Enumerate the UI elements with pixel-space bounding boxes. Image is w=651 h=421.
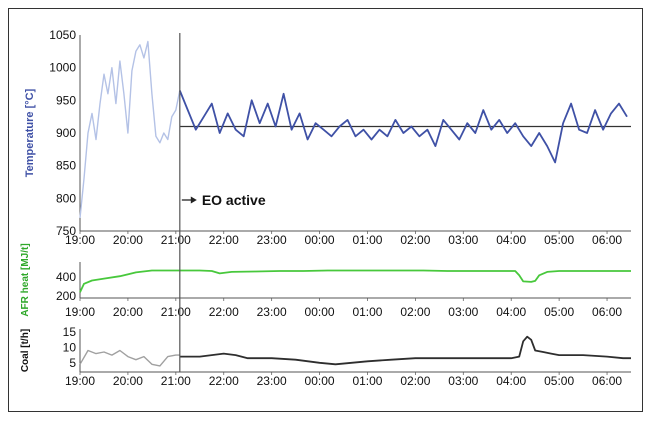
temperature-y-tick-label: 1050 xyxy=(49,28,76,42)
afr-heat-x-tick-label: 19:00 xyxy=(65,305,95,319)
temperature-x-tick-label: 02:00 xyxy=(400,233,430,247)
coal-x-tick-label: 06:00 xyxy=(592,374,622,388)
afr-heat-y-tick-label: 200 xyxy=(56,289,76,303)
coal-x-tick-label: 03:00 xyxy=(448,374,478,388)
temperature-x-tick-label: 05:00 xyxy=(544,233,574,247)
coal-x-tick-label: 01:00 xyxy=(352,374,382,388)
coal-x-tick-label: 20:00 xyxy=(113,374,143,388)
afr-heat-x-tick-label: 21:00 xyxy=(161,305,191,319)
eo-active-label: EO active xyxy=(202,192,266,208)
afr-heat-x-tick-label: 04:00 xyxy=(496,305,526,319)
coal-y-tick-label: 15 xyxy=(63,325,77,339)
coal-x-tick-label: 04:00 xyxy=(496,374,526,388)
temperature-y-tick-label: 1000 xyxy=(49,61,76,75)
afr-heat-x-tick-label: 06:00 xyxy=(592,305,622,319)
temperature-x-tick-label: 19:00 xyxy=(65,233,95,247)
afr-heat-x-tick-label: 01:00 xyxy=(352,305,382,319)
temperature-x-tick-label: 01:00 xyxy=(352,233,382,247)
figure-border xyxy=(9,9,643,412)
coal-x-tick-label: 00:00 xyxy=(305,374,335,388)
temperature-x-tick-label: 04:00 xyxy=(496,233,526,247)
temperature-y-tick-label: 950 xyxy=(56,93,76,107)
temperature-x-tick-label: 21:00 xyxy=(161,233,191,247)
temperature-y-tick-label: 850 xyxy=(56,159,76,173)
temperature-x-tick-label: 23:00 xyxy=(257,233,287,247)
temperature-x-tick-label: 20:00 xyxy=(113,233,143,247)
coal-x-tick-label: 22:00 xyxy=(209,374,239,388)
coal-axis-label: Coal [t/h] xyxy=(20,329,31,372)
temperature-x-tick-label: 06:00 xyxy=(592,233,622,247)
coal-x-tick-label: 23:00 xyxy=(257,374,287,388)
afr-heat-x-tick-label: 20:00 xyxy=(113,305,143,319)
temperature-y-tick-label: 900 xyxy=(56,126,76,140)
afr-heat-x-tick-label: 23:00 xyxy=(257,305,287,319)
coal-x-tick-label: 02:00 xyxy=(400,374,430,388)
afr-heat-axis-label: AFR heat [MJ/t] xyxy=(20,243,31,316)
temperature-x-tick-label: 00:00 xyxy=(305,233,335,247)
afr-heat-x-tick-label: 03:00 xyxy=(448,305,478,319)
coal-x-tick-label: 19:00 xyxy=(65,374,95,388)
coal-y-tick-label: 10 xyxy=(63,340,77,354)
afr-heat-x-tick-label: 02:00 xyxy=(400,305,430,319)
temperature-y-tick-label: 800 xyxy=(56,191,76,205)
coal-x-tick-label: 21:00 xyxy=(161,374,191,388)
temperature-x-tick-label: 03:00 xyxy=(448,233,478,247)
temperature-x-tick-label: 22:00 xyxy=(209,233,239,247)
afr-heat-y-tick-label: 400 xyxy=(56,270,76,284)
coal-x-tick-label: 05:00 xyxy=(544,374,574,388)
temperature-axis-label: Temperature [°C] xyxy=(24,88,36,177)
coal-y-tick-label: 5 xyxy=(69,356,76,370)
afr-heat-x-tick-label: 22:00 xyxy=(209,305,239,319)
afr-heat-x-tick-label: 00:00 xyxy=(305,305,335,319)
afr-heat-x-tick-label: 05:00 xyxy=(544,305,574,319)
